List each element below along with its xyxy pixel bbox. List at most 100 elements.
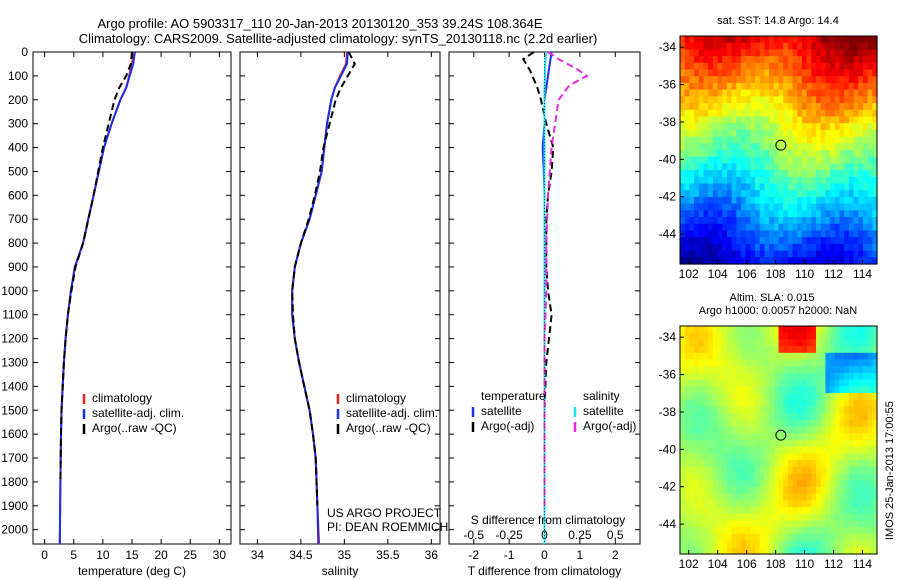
map-cell [867, 62, 873, 71]
map-cell [698, 500, 705, 508]
map-cell [680, 366, 686, 374]
map-cell [769, 346, 775, 354]
map-cell [858, 352, 864, 361]
map-cell [740, 250, 747, 258]
map-cell [684, 339, 690, 347]
map-cell [731, 257, 737, 265]
map-cell [731, 500, 737, 508]
map-cell [689, 123, 695, 131]
map-cell [773, 547, 780, 555]
map-cell [684, 486, 690, 495]
y-tick-label: 900 [8, 260, 28, 274]
map-cell [872, 129, 878, 138]
map-cell [792, 339, 798, 347]
map-cell [764, 257, 770, 265]
map-cell [773, 386, 780, 394]
map-cell [759, 89, 766, 97]
map-cell [708, 493, 714, 501]
map-cell [816, 203, 822, 211]
map-cell [689, 257, 695, 265]
map-cell [792, 507, 798, 515]
map-cell [745, 150, 751, 158]
map-cell [731, 413, 737, 421]
map-cell [867, 203, 873, 211]
map-cell [745, 156, 751, 165]
map-cell [755, 82, 761, 91]
map-cell [844, 533, 850, 542]
map-cell [853, 250, 859, 258]
map-cell [848, 326, 855, 334]
map-cell [783, 49, 789, 57]
map-cell [703, 69, 709, 77]
map-cell [806, 326, 812, 334]
map-cell [797, 339, 803, 347]
map-cell [750, 379, 756, 387]
map-frame [679, 35, 878, 265]
map-cell [740, 379, 747, 387]
map-cell [740, 413, 747, 421]
map-cell [717, 406, 723, 414]
map-cell [853, 326, 859, 334]
map-cell [787, 257, 794, 265]
map-x-tick-label: 108 [766, 557, 786, 571]
map-cell [736, 69, 742, 77]
map-cell [783, 156, 789, 165]
map-cell [680, 440, 686, 448]
map-cell [755, 237, 761, 245]
map-cell [740, 366, 747, 374]
map-cell [867, 56, 873, 64]
map-cell [726, 109, 733, 118]
map-cell [722, 103, 728, 111]
map-cell [750, 103, 756, 111]
map-cell [806, 346, 812, 354]
map-cell [830, 527, 836, 535]
map-cell [694, 507, 700, 515]
map-cell [792, 440, 798, 448]
map-cell [806, 96, 812, 104]
map-cell [834, 372, 841, 381]
map-cell [717, 143, 723, 151]
map-cell [722, 82, 728, 91]
map-cell [797, 183, 803, 191]
map-cell [731, 366, 737, 374]
map-cell [680, 480, 686, 488]
map-cell [820, 379, 826, 387]
map-cell [820, 339, 826, 347]
map-cell [778, 123, 784, 131]
map-cell [830, 210, 836, 218]
map-cell [830, 346, 836, 354]
map-cell [694, 393, 700, 401]
map-cell [684, 203, 690, 211]
map-cell [867, 466, 873, 475]
map-cell [825, 359, 831, 367]
map-x-tick-label: 114 [853, 267, 872, 281]
map-cell [806, 56, 812, 64]
map-cell [745, 507, 751, 515]
map-cell [844, 346, 850, 354]
map-cell [862, 96, 869, 104]
map-cell [684, 540, 690, 548]
map-cell [862, 170, 869, 178]
map-cell [726, 473, 733, 481]
map-cell [731, 406, 737, 414]
map-cell [769, 386, 775, 394]
map-cell [839, 379, 845, 387]
map-cell [680, 446, 686, 455]
map-cell [867, 69, 873, 77]
map-cell [811, 250, 817, 258]
map-cell [750, 540, 756, 548]
map-cell [797, 62, 803, 71]
map-cell [722, 359, 728, 367]
map-cell [731, 203, 737, 211]
map-cell [820, 527, 826, 535]
map-cell [792, 486, 798, 495]
map-cell [834, 237, 841, 245]
y-tick-label: 600 [8, 188, 28, 202]
map-cell [844, 493, 850, 501]
map-cell [684, 453, 690, 461]
map-cell [759, 257, 766, 265]
map-cell [726, 366, 733, 374]
map-cell [801, 237, 808, 245]
map-cell [853, 507, 859, 515]
map-cell [708, 359, 714, 367]
